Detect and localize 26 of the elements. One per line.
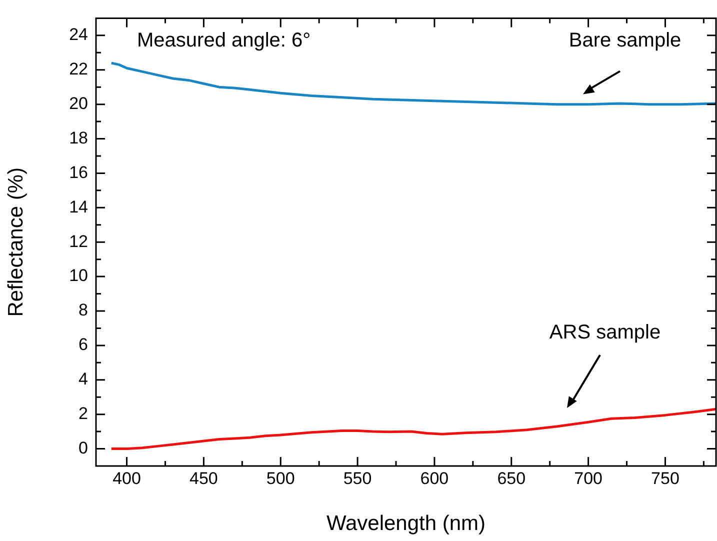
y-tick-label: 24 [69,25,88,44]
x-tick-label: 400 [112,468,141,488]
y-tick-label: 14 [69,197,88,216]
y-tick-label: 22 [69,60,88,79]
x-tick-label: 550 [343,468,372,488]
annotation: Bare sample [568,30,682,52]
x-tick-label: 450 [190,468,218,488]
x-tick-label: 600 [420,468,449,488]
y-tick-label: 18 [69,128,88,148]
y-tick-label: 4 [78,370,88,389]
x-axis-title: Wavelength (nm) [326,512,486,536]
y-tick-label: 12 [69,232,88,251]
y-tick-label: 2 [78,404,88,424]
y-tick-label: 8 [78,300,88,320]
y-axis-title: Reflectance (%) [4,167,28,317]
y-tick-label: 10 [69,266,88,286]
y-tick-label: 20 [69,94,88,114]
y-tick-label: 16 [69,162,88,182]
x-tick-label: 650 [497,468,526,488]
annotation: ARS sample [549,322,661,344]
y-tick-label: 6 [78,335,88,354]
x-tick-label: 700 [574,468,602,488]
x-tick-label: 750 [651,468,680,488]
x-tick-label: 500 [266,468,295,488]
y-tick-label: 0 [78,438,88,458]
annotation: Measured angle: 6° [137,30,311,52]
